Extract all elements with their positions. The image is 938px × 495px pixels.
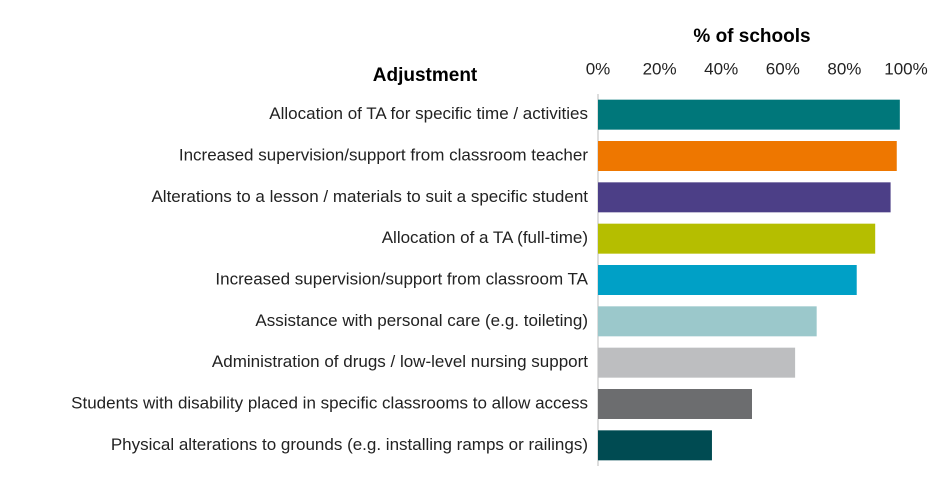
bar [598,265,857,295]
x-tick-label: 40% [704,59,738,78]
y-tick-label: Increased supervision/support from class… [179,145,588,164]
y-tick-label: Physical alterations to grounds (e.g. in… [111,435,588,454]
chart-title: % of schools [693,26,810,47]
bar [598,223,876,254]
x-tick-label: 60% [766,59,800,78]
y-tick-label: Assistance with personal care (e.g. toil… [255,311,588,330]
x-tick-label: 20% [643,59,677,78]
bar [598,430,712,461]
bar [598,389,752,419]
bar [598,99,900,130]
y-tick-label: Increased supervision/support from class… [215,269,588,288]
x-tick-label: 80% [827,59,861,78]
bar [598,347,796,378]
bar [598,182,891,213]
x-tick-label: 0% [586,59,611,78]
y-tick-label: Students with disability placed in speci… [71,393,588,412]
bar [598,306,817,337]
bar [598,141,897,171]
x-tick-label: 100% [884,59,927,78]
y-tick-label: Alterations to a lesson / materials to s… [151,187,588,206]
y-tick-label: Allocation of TA for specific time / act… [269,104,588,123]
y-tick-label: Administration of drugs / low-level nurs… [212,352,588,371]
y-tick-label: Allocation of a TA (full-time) [382,228,588,247]
category-axis-title: Adjustment [373,65,478,86]
